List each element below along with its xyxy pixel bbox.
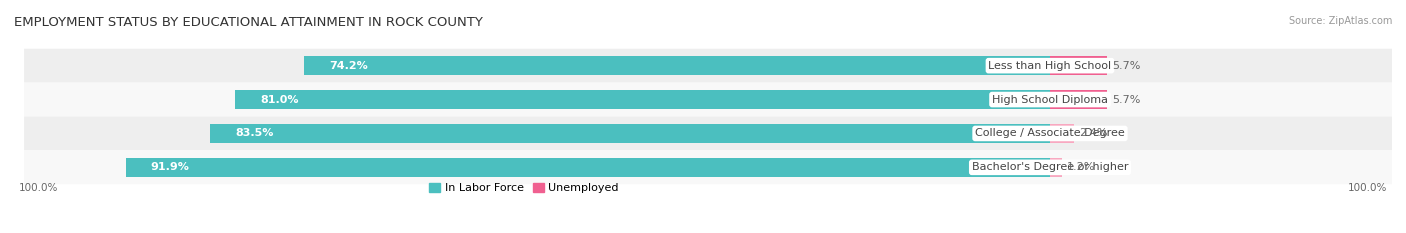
Bar: [304, 56, 1050, 75]
Text: 81.0%: 81.0%: [260, 95, 299, 105]
Text: Source: ZipAtlas.com: Source: ZipAtlas.com: [1288, 16, 1392, 26]
Text: 5.7%: 5.7%: [1112, 95, 1140, 105]
Text: 91.9%: 91.9%: [150, 162, 190, 172]
Text: Less than High School: Less than High School: [988, 61, 1112, 71]
Text: College / Associate Degree: College / Associate Degree: [976, 128, 1125, 138]
Legend: In Labor Force, Unemployed: In Labor Force, Unemployed: [425, 178, 623, 197]
Bar: [209, 124, 1050, 143]
Text: Bachelor's Degree or higher: Bachelor's Degree or higher: [972, 162, 1128, 172]
Bar: [1050, 158, 1062, 177]
Text: 100.0%: 100.0%: [20, 183, 59, 193]
Text: 100.0%: 100.0%: [1347, 183, 1386, 193]
Text: High School Diploma: High School Diploma: [993, 95, 1108, 105]
Bar: [125, 158, 1050, 177]
Text: 5.7%: 5.7%: [1112, 61, 1140, 71]
Text: 2.4%: 2.4%: [1080, 128, 1108, 138]
Text: 74.2%: 74.2%: [329, 61, 367, 71]
Bar: [1050, 124, 1074, 143]
FancyBboxPatch shape: [24, 150, 1406, 184]
FancyBboxPatch shape: [24, 116, 1406, 150]
Bar: [235, 90, 1050, 109]
Bar: [1050, 90, 1108, 109]
FancyBboxPatch shape: [24, 83, 1406, 116]
Text: 1.2%: 1.2%: [1067, 162, 1095, 172]
FancyBboxPatch shape: [24, 49, 1406, 83]
Bar: [1050, 56, 1108, 75]
Text: 83.5%: 83.5%: [235, 128, 274, 138]
Text: EMPLOYMENT STATUS BY EDUCATIONAL ATTAINMENT IN ROCK COUNTY: EMPLOYMENT STATUS BY EDUCATIONAL ATTAINM…: [14, 16, 482, 29]
